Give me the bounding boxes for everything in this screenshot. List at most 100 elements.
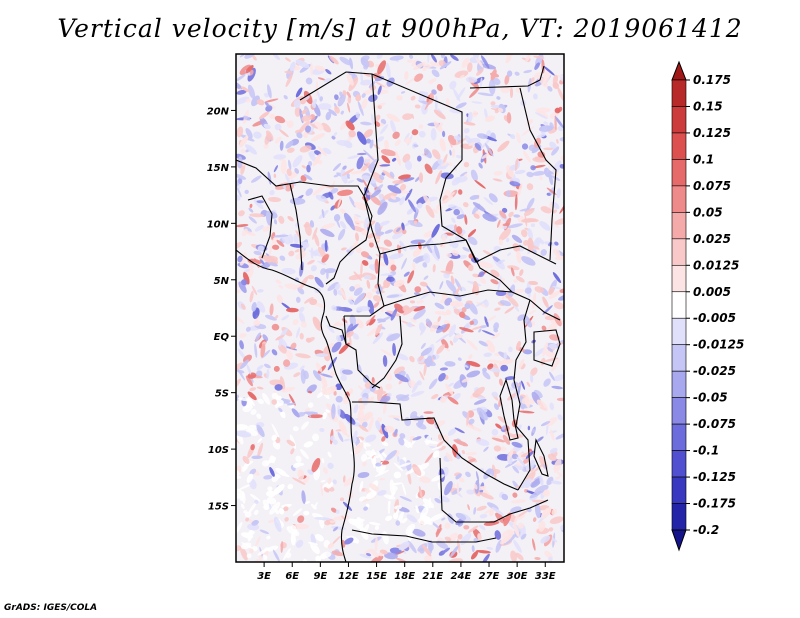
field-cell	[258, 548, 269, 560]
field-cell	[547, 86, 553, 92]
field-cell	[442, 435, 449, 443]
field-cell	[540, 249, 547, 256]
field-cell	[472, 201, 486, 212]
field-cell	[340, 208, 347, 214]
field-cell	[432, 450, 440, 458]
field-cell	[287, 483, 294, 490]
field-cell	[495, 290, 507, 297]
border-drc-angola	[352, 401, 519, 491]
field-cell	[406, 59, 414, 63]
colorbar-label: 0.0125	[693, 258, 739, 272]
field-cell	[274, 516, 282, 532]
field-cell	[432, 149, 441, 160]
field-cell	[461, 57, 470, 68]
field-cell	[532, 170, 546, 176]
border-drc-east	[513, 299, 531, 491]
field-cell	[332, 439, 338, 445]
field-cell	[392, 179, 405, 185]
field-cell	[341, 247, 347, 251]
field-cell	[523, 150, 531, 163]
field-cell	[500, 529, 510, 539]
field-cell	[534, 556, 541, 561]
field-cell	[236, 81, 243, 90]
lon-tick-label: 21E	[422, 571, 443, 582]
field-cell	[256, 386, 264, 390]
field-cell	[276, 294, 283, 304]
field-cell	[295, 129, 303, 134]
field-cell	[529, 490, 542, 499]
field-cell	[455, 176, 468, 183]
colorbar-label: -0.05	[693, 391, 728, 405]
field-cell	[329, 55, 339, 65]
field-cell	[240, 148, 246, 154]
field-cell	[485, 340, 496, 353]
field-cell	[357, 472, 370, 478]
field-cell	[255, 558, 262, 562]
field-cell	[239, 333, 247, 338]
field-cell	[348, 518, 361, 526]
field-cell	[355, 94, 362, 102]
field-cell	[339, 286, 347, 301]
field-cell	[317, 77, 326, 81]
field-cell	[248, 207, 254, 213]
field-cell	[432, 264, 436, 273]
field-cell	[398, 174, 411, 180]
field-cell	[441, 161, 448, 167]
field-cell	[497, 275, 502, 291]
field-cell	[491, 429, 499, 436]
field-cell	[274, 115, 286, 124]
field-cell	[385, 383, 393, 390]
field-cell	[498, 107, 504, 113]
field-cell	[339, 220, 347, 229]
field-cell	[323, 78, 331, 83]
field-cell	[525, 394, 530, 409]
field-cell	[240, 546, 248, 561]
field-cell	[445, 309, 452, 316]
field-cell	[269, 113, 276, 119]
field-cell	[530, 165, 536, 171]
field-cell	[521, 126, 534, 136]
field-cell	[308, 542, 318, 545]
field-cell	[507, 252, 511, 257]
field-cell	[493, 445, 502, 452]
field-cell	[372, 332, 383, 344]
colorbar-swatch	[671, 423, 687, 451]
field-cell	[492, 178, 503, 182]
field-cell	[502, 434, 511, 445]
field-cell	[433, 121, 443, 133]
field-cell	[389, 547, 402, 554]
field-cell	[462, 202, 469, 208]
field-cell	[431, 394, 439, 400]
field-cell	[521, 143, 529, 150]
field-cell	[249, 387, 257, 391]
field-cell	[489, 72, 500, 78]
field-cell	[409, 300, 416, 304]
field-cell	[511, 453, 519, 460]
field-cell	[471, 545, 475, 552]
field-cell	[466, 360, 481, 367]
field-cell	[260, 343, 266, 358]
field-cell	[506, 237, 510, 243]
field-cell	[440, 270, 454, 274]
field-cell	[506, 165, 515, 178]
field-cell	[281, 302, 292, 310]
field-cell	[346, 73, 354, 86]
field-cell	[447, 396, 459, 405]
field-cell	[295, 539, 304, 548]
field-cell	[465, 452, 477, 456]
field-cell	[284, 516, 289, 522]
field-cell	[471, 551, 478, 560]
field-cell	[280, 328, 288, 338]
field-cell	[275, 279, 282, 284]
field-cell	[479, 325, 488, 329]
field-cell	[367, 299, 374, 315]
field-cell	[448, 162, 453, 167]
field-cell	[380, 118, 387, 125]
field-cell	[478, 328, 482, 333]
field-cell	[246, 473, 254, 484]
field-cell	[264, 98, 279, 103]
field-cell	[279, 129, 289, 138]
field-cell	[269, 501, 281, 515]
field-cell	[286, 147, 295, 153]
field-cell	[236, 430, 252, 438]
